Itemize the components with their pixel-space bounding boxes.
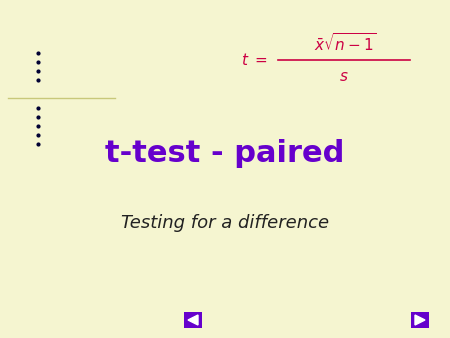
Text: $s$: $s$ <box>339 70 349 84</box>
Text: Testing for a difference: Testing for a difference <box>121 214 329 232</box>
Bar <box>411 312 429 328</box>
Text: t-test - paired: t-test - paired <box>105 139 345 168</box>
Polygon shape <box>188 315 198 325</box>
Bar <box>184 312 202 328</box>
Text: $\bar{x}\sqrt{n-1}$: $\bar{x}\sqrt{n-1}$ <box>314 32 376 54</box>
Text: $t\ =$: $t\ =$ <box>242 52 269 68</box>
Polygon shape <box>415 315 425 325</box>
